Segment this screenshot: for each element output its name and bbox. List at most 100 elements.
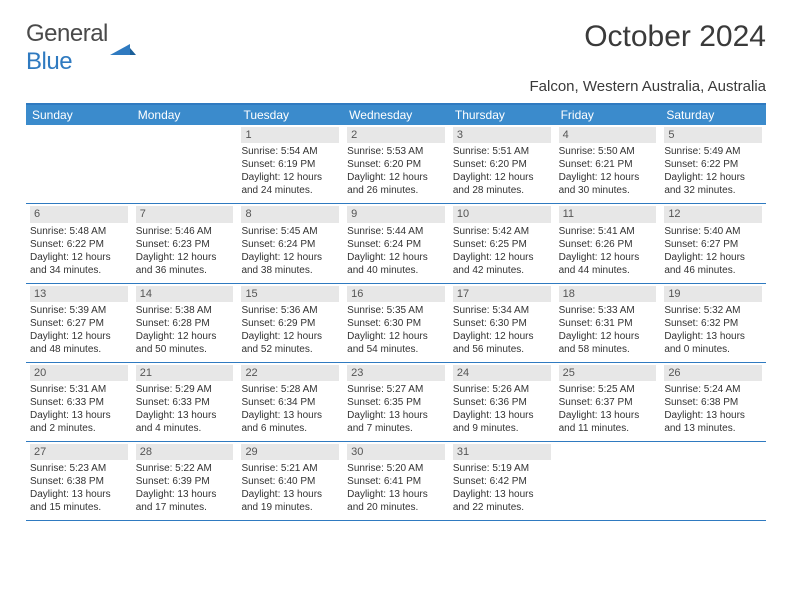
sunset-text: Sunset: 6:32 PM (664, 317, 762, 330)
sunset-text: Sunset: 6:35 PM (347, 396, 445, 409)
daylight1-text: Daylight: 13 hours (347, 409, 445, 422)
daylight1-text: Daylight: 12 hours (559, 330, 657, 343)
daylight2-text: and 15 minutes. (30, 501, 128, 514)
daylight2-text: and 11 minutes. (559, 422, 657, 435)
sunset-text: Sunset: 6:36 PM (453, 396, 551, 409)
sunrise-text: Sunrise: 5:28 AM (241, 383, 339, 396)
sunset-text: Sunset: 6:33 PM (30, 396, 128, 409)
day-number: 1 (241, 127, 339, 143)
sunset-text: Sunset: 6:31 PM (559, 317, 657, 330)
day-number: 31 (453, 444, 551, 460)
daylight1-text: Daylight: 12 hours (453, 251, 551, 264)
daylight1-text: Daylight: 12 hours (347, 330, 445, 343)
daylight2-text: and 40 minutes. (347, 264, 445, 277)
daylight1-text: Daylight: 12 hours (241, 171, 339, 184)
daylight1-text: Daylight: 13 hours (453, 409, 551, 422)
day-number: 19 (664, 286, 762, 302)
daylight2-text: and 46 minutes. (664, 264, 762, 277)
sunrise-text: Sunrise: 5:29 AM (136, 383, 234, 396)
sunset-text: Sunset: 6:22 PM (30, 238, 128, 251)
day-number: 6 (30, 206, 128, 222)
day-number: 12 (664, 206, 762, 222)
col-monday: Monday (132, 105, 238, 125)
calendar-cell (660, 442, 766, 520)
sunrise-text: Sunrise: 5:39 AM (30, 304, 128, 317)
page-title: October 2024 (584, 20, 766, 54)
day-number: 10 (453, 206, 551, 222)
sunrise-text: Sunrise: 5:49 AM (664, 145, 762, 158)
day-number: 3 (453, 127, 551, 143)
sunrise-text: Sunrise: 5:51 AM (453, 145, 551, 158)
day-number: 5 (664, 127, 762, 143)
sunrise-text: Sunrise: 5:36 AM (241, 304, 339, 317)
sunset-text: Sunset: 6:27 PM (664, 238, 762, 251)
sunset-text: Sunset: 6:24 PM (241, 238, 339, 251)
calendar-cell: 31Sunrise: 5:19 AMSunset: 6:42 PMDayligh… (449, 442, 555, 520)
col-friday: Friday (555, 105, 661, 125)
daylight2-text: and 19 minutes. (241, 501, 339, 514)
calendar-cell: 15Sunrise: 5:36 AMSunset: 6:29 PMDayligh… (237, 284, 343, 362)
day-number: 23 (347, 365, 445, 381)
sunrise-text: Sunrise: 5:19 AM (453, 462, 551, 475)
calendar-cell: 27Sunrise: 5:23 AMSunset: 6:38 PMDayligh… (26, 442, 132, 520)
sunrise-text: Sunrise: 5:32 AM (664, 304, 762, 317)
sunrise-text: Sunrise: 5:54 AM (241, 145, 339, 158)
day-number: 27 (30, 444, 128, 460)
col-thursday: Thursday (449, 105, 555, 125)
calendar-cell: 9Sunrise: 5:44 AMSunset: 6:24 PMDaylight… (343, 204, 449, 282)
calendar-cell (132, 125, 238, 203)
sunrise-text: Sunrise: 5:42 AM (453, 225, 551, 238)
sunrise-text: Sunrise: 5:25 AM (559, 383, 657, 396)
daylight2-text: and 34 minutes. (30, 264, 128, 277)
sunset-text: Sunset: 6:27 PM (30, 317, 128, 330)
logo-text: General Blue (26, 20, 108, 76)
daylight1-text: Daylight: 12 hours (347, 251, 445, 264)
day-number: 16 (347, 286, 445, 302)
daylight2-text: and 28 minutes. (453, 184, 551, 197)
daylight1-text: Daylight: 13 hours (347, 488, 445, 501)
sunrise-text: Sunrise: 5:50 AM (559, 145, 657, 158)
calendar-cell: 17Sunrise: 5:34 AMSunset: 6:30 PMDayligh… (449, 284, 555, 362)
calendar-cell: 2Sunrise: 5:53 AMSunset: 6:20 PMDaylight… (343, 125, 449, 203)
sunset-text: Sunset: 6:29 PM (241, 317, 339, 330)
sunrise-text: Sunrise: 5:48 AM (30, 225, 128, 238)
daylight1-text: Daylight: 12 hours (559, 251, 657, 264)
daylight2-text: and 56 minutes. (453, 343, 551, 356)
sunset-text: Sunset: 6:23 PM (136, 238, 234, 251)
sunrise-text: Sunrise: 5:21 AM (241, 462, 339, 475)
calendar-cell: 7Sunrise: 5:46 AMSunset: 6:23 PMDaylight… (132, 204, 238, 282)
calendar-cell: 26Sunrise: 5:24 AMSunset: 6:38 PMDayligh… (660, 363, 766, 441)
calendar-cell: 20Sunrise: 5:31 AMSunset: 6:33 PMDayligh… (26, 363, 132, 441)
day-number: 20 (30, 365, 128, 381)
daylight2-text: and 58 minutes. (559, 343, 657, 356)
day-number: 30 (347, 444, 445, 460)
calendar-cell: 22Sunrise: 5:28 AMSunset: 6:34 PMDayligh… (237, 363, 343, 441)
calendar-week: 20Sunrise: 5:31 AMSunset: 6:33 PMDayligh… (26, 363, 766, 442)
calendar-cell: 4Sunrise: 5:50 AMSunset: 6:21 PMDaylight… (555, 125, 661, 203)
daylight2-text: and 50 minutes. (136, 343, 234, 356)
daylight2-text: and 0 minutes. (664, 343, 762, 356)
daylight1-text: Daylight: 13 hours (136, 409, 234, 422)
daylight1-text: Daylight: 12 hours (30, 251, 128, 264)
logo: General Blue (26, 20, 136, 76)
daylight2-text: and 42 minutes. (453, 264, 551, 277)
daylight2-text: and 6 minutes. (241, 422, 339, 435)
day-number: 18 (559, 286, 657, 302)
header: General Blue October 2024 (26, 20, 766, 76)
daylight1-text: Daylight: 13 hours (453, 488, 551, 501)
col-saturday: Saturday (660, 105, 766, 125)
sunrise-text: Sunrise: 5:26 AM (453, 383, 551, 396)
sunrise-text: Sunrise: 5:46 AM (136, 225, 234, 238)
sunrise-text: Sunrise: 5:22 AM (136, 462, 234, 475)
daylight2-text: and 30 minutes. (559, 184, 657, 197)
daylight2-text: and 48 minutes. (30, 343, 128, 356)
calendar-cell: 12Sunrise: 5:40 AMSunset: 6:27 PMDayligh… (660, 204, 766, 282)
logo-text-1: General (26, 20, 108, 47)
sunrise-text: Sunrise: 5:33 AM (559, 304, 657, 317)
calendar-cell: 8Sunrise: 5:45 AMSunset: 6:24 PMDaylight… (237, 204, 343, 282)
sunrise-text: Sunrise: 5:27 AM (347, 383, 445, 396)
daylight2-text: and 22 minutes. (453, 501, 551, 514)
sunset-text: Sunset: 6:21 PM (559, 158, 657, 171)
daylight2-text: and 52 minutes. (241, 343, 339, 356)
calendar-cell: 13Sunrise: 5:39 AMSunset: 6:27 PMDayligh… (26, 284, 132, 362)
